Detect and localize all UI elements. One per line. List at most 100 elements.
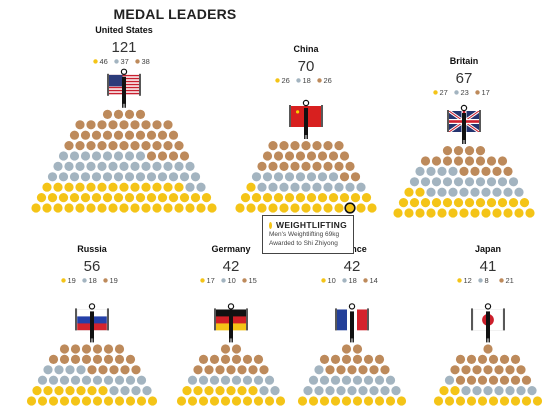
silver-medal-dot[interactable]: [146, 172, 157, 182]
silver-medal-dot[interactable]: [334, 182, 344, 192]
bronze-medal-dot[interactable]: [499, 375, 510, 385]
silver-medal-dot[interactable]: [323, 182, 333, 192]
gold-medal-dot[interactable]: [97, 203, 107, 213]
bronze-medal-dot[interactable]: [312, 141, 322, 151]
silver-medal-dot[interactable]: [58, 151, 69, 161]
bronze-medal-dot[interactable]: [102, 109, 113, 119]
bronze-medal-dot[interactable]: [125, 354, 136, 364]
silver-medal-dot[interactable]: [231, 375, 242, 385]
gold-medal-dot[interactable]: [59, 396, 70, 406]
bronze-medal-dot[interactable]: [97, 141, 107, 151]
bronze-medal-dot[interactable]: [466, 375, 477, 385]
gold-medal-dot[interactable]: [352, 396, 363, 406]
gold-medal-dot[interactable]: [308, 396, 319, 406]
gold-medal-dot[interactable]: [54, 386, 64, 396]
bronze-medal-dot[interactable]: [237, 365, 247, 375]
bronze-medal-dot[interactable]: [494, 365, 504, 375]
bronze-medal-dot[interactable]: [69, 130, 80, 140]
gold-medal-dot[interactable]: [363, 396, 374, 406]
gold-medal-dot[interactable]: [290, 203, 300, 213]
gold-medal-dot[interactable]: [262, 193, 273, 203]
gold-medal-dot[interactable]: [470, 208, 480, 218]
gold-medal-dot[interactable]: [80, 193, 91, 203]
bronze-medal-dot[interactable]: [374, 354, 385, 364]
silver-medal-dot[interactable]: [503, 187, 513, 197]
gold-medal-dot[interactable]: [198, 396, 209, 406]
bronze-medal-dot[interactable]: [108, 120, 118, 130]
gold-medal-dot[interactable]: [119, 203, 129, 213]
gold-medal-dot[interactable]: [503, 208, 513, 218]
gold-medal-dot[interactable]: [114, 396, 125, 406]
bronze-medal-dot[interactable]: [380, 365, 390, 375]
bronze-medal-dot[interactable]: [306, 151, 317, 161]
gold-medal-dot[interactable]: [53, 203, 63, 213]
bronze-medal-dot[interactable]: [163, 120, 173, 130]
gold-medal-dot[interactable]: [279, 203, 289, 213]
gold-medal-dot[interactable]: [317, 193, 328, 203]
silver-medal-dot[interactable]: [431, 177, 442, 187]
bronze-medal-dot[interactable]: [420, 156, 431, 166]
bronze-medal-dot[interactable]: [92, 354, 103, 364]
gold-medal-dot[interactable]: [448, 208, 458, 218]
gold-medal-dot[interactable]: [497, 198, 508, 208]
bronze-medal-dot[interactable]: [483, 365, 493, 375]
bronze-medal-dot[interactable]: [510, 375, 521, 385]
bronze-medal-dot[interactable]: [102, 130, 113, 140]
bronze-medal-dot[interactable]: [157, 130, 168, 140]
silver-medal-dot[interactable]: [284, 172, 295, 182]
silver-medal-dot[interactable]: [448, 166, 458, 176]
bronze-medal-dot[interactable]: [503, 166, 513, 176]
bronze-medal-dot[interactable]: [369, 365, 379, 375]
gold-medal-dot[interactable]: [519, 198, 530, 208]
gold-medal-dot[interactable]: [76, 386, 86, 396]
gold-medal-dot[interactable]: [356, 203, 366, 213]
bronze-medal-dot[interactable]: [81, 344, 92, 354]
silver-medal-dot[interactable]: [102, 151, 113, 161]
bronze-medal-dot[interactable]: [120, 365, 130, 375]
silver-medal-dot[interactable]: [472, 386, 482, 396]
silver-medal-dot[interactable]: [492, 187, 502, 197]
silver-medal-dot[interactable]: [461, 386, 471, 396]
gold-medal-dot[interactable]: [409, 198, 420, 208]
bronze-medal-dot[interactable]: [499, 354, 510, 364]
gold-medal-dot[interactable]: [246, 203, 256, 213]
gold-medal-dot[interactable]: [209, 396, 220, 406]
silver-medal-dot[interactable]: [43, 365, 53, 375]
silver-medal-dot[interactable]: [142, 386, 152, 396]
gold-medal-dot[interactable]: [248, 386, 258, 396]
silver-medal-dot[interactable]: [328, 172, 339, 182]
gold-medal-dot[interactable]: [521, 396, 532, 406]
bronze-medal-dot[interactable]: [135, 130, 146, 140]
bronze-medal-dot[interactable]: [215, 365, 225, 375]
gold-medal-dot[interactable]: [91, 193, 102, 203]
bronze-medal-dot[interactable]: [347, 365, 357, 375]
silver-medal-dot[interactable]: [59, 375, 70, 385]
gold-medal-dot[interactable]: [339, 193, 350, 203]
silver-medal-dot[interactable]: [486, 177, 497, 187]
silver-medal-dot[interactable]: [314, 386, 324, 396]
bronze-medal-dot[interactable]: [475, 156, 486, 166]
silver-medal-dot[interactable]: [262, 172, 273, 182]
silver-medal-dot[interactable]: [92, 375, 103, 385]
silver-medal-dot[interactable]: [80, 172, 91, 182]
gold-medal-dot[interactable]: [242, 396, 253, 406]
silver-medal-dot[interactable]: [91, 151, 102, 161]
gold-medal-dot[interactable]: [240, 193, 251, 203]
gold-medal-dot[interactable]: [328, 193, 339, 203]
gold-medal-dot[interactable]: [163, 203, 173, 213]
bronze-medal-dot[interactable]: [146, 130, 157, 140]
bronze-medal-dot[interactable]: [141, 141, 151, 151]
bronze-medal-dot[interactable]: [339, 151, 350, 161]
gold-medal-dot[interactable]: [464, 198, 475, 208]
silver-medal-dot[interactable]: [308, 375, 319, 385]
bronze-medal-dot[interactable]: [48, 354, 59, 364]
gold-medal-dot[interactable]: [152, 182, 162, 192]
bronze-medal-dot[interactable]: [477, 375, 488, 385]
silver-medal-dot[interactable]: [152, 161, 162, 171]
bronze-medal-dot[interactable]: [81, 354, 92, 364]
gold-medal-dot[interactable]: [525, 208, 535, 218]
bronze-medal-dot[interactable]: [497, 156, 508, 166]
silver-medal-dot[interactable]: [483, 386, 493, 396]
gold-medal-dot[interactable]: [481, 208, 491, 218]
gold-medal-dot[interactable]: [75, 203, 85, 213]
